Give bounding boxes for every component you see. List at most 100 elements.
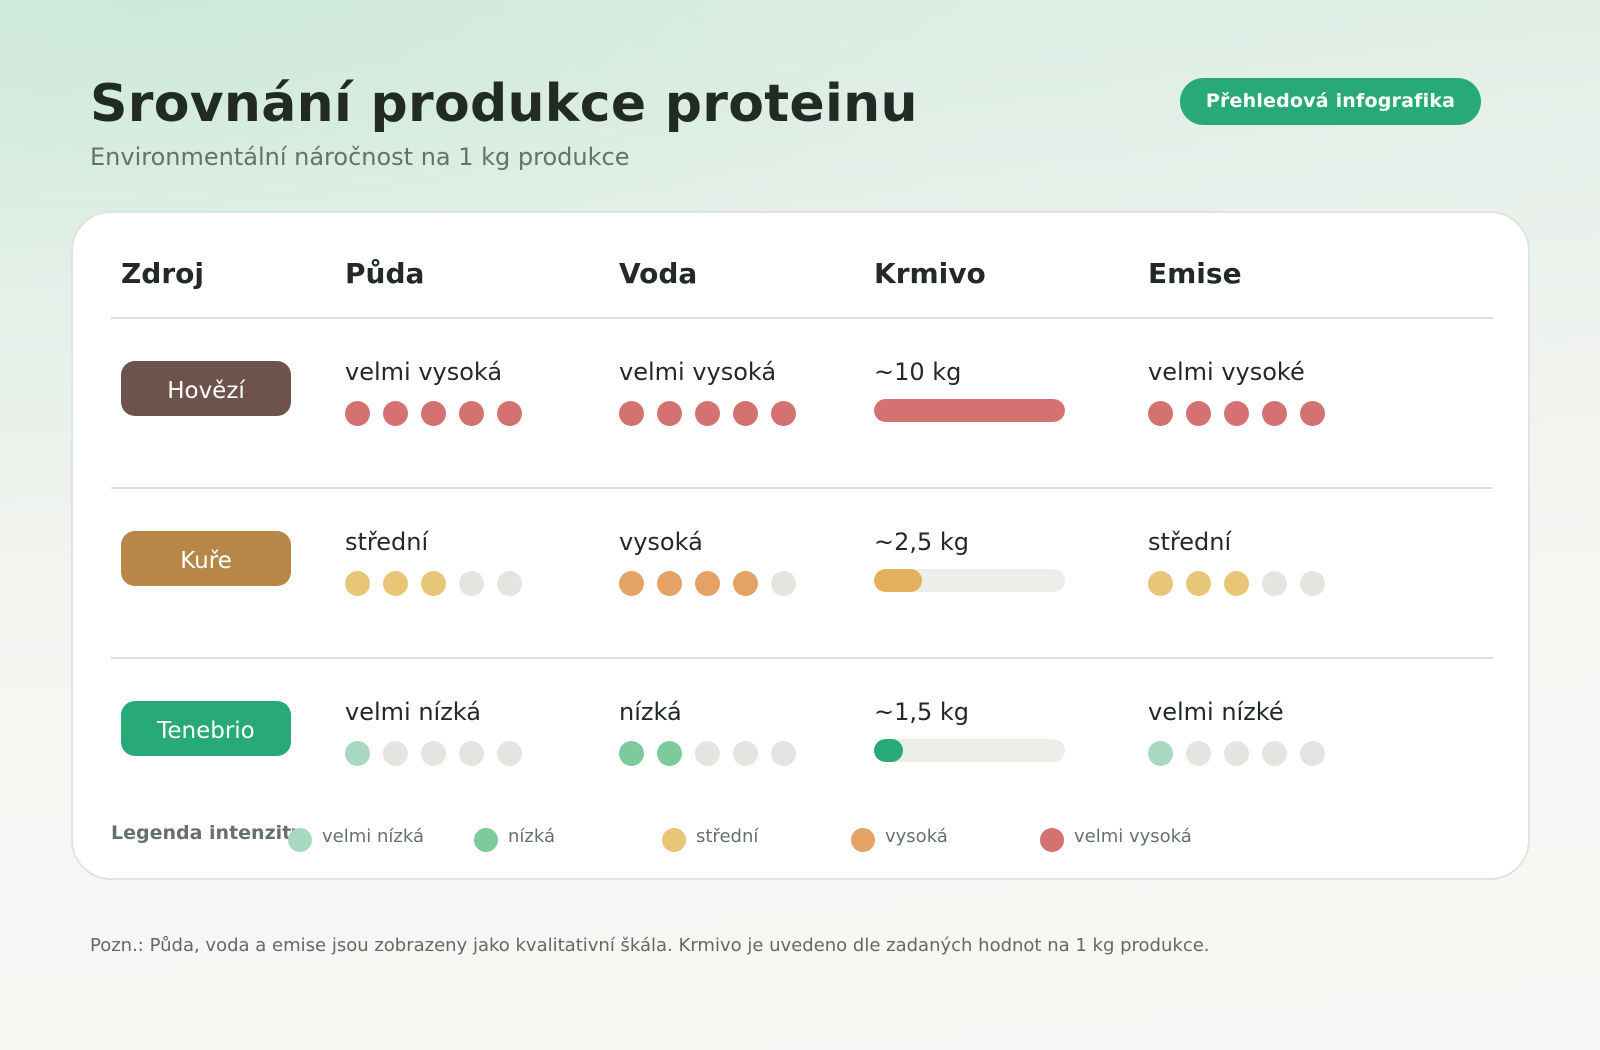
intensity-dot-icon: [619, 741, 644, 766]
feed-bar-track: [874, 399, 1065, 422]
intensity-dot-icon: [383, 571, 408, 596]
intensity-dot-icon: [733, 741, 758, 766]
intensity-dot-icon: [1262, 401, 1287, 426]
intensity-dot-icon: [497, 571, 522, 596]
water-cell: velmi vysoká: [619, 357, 796, 426]
legend-item-high: vysoká: [851, 820, 948, 852]
intensity-dot-icon: [657, 401, 682, 426]
intensity-dot-icon: [421, 741, 446, 766]
land-label: velmi nízká: [345, 698, 481, 726]
intensity-dot-icon: [771, 401, 796, 426]
feed-cell: ~1,5 kg: [874, 697, 1065, 762]
intensity-dot-icon: [695, 401, 720, 426]
intensity-dot-icon: [421, 571, 446, 596]
intensity-dot-icon: [497, 741, 522, 766]
intensity-dot-icon: [459, 401, 484, 426]
column-header-emissions: Emise: [1148, 257, 1242, 290]
feed-bar-track: [874, 569, 1065, 592]
circle-icon: [474, 828, 498, 852]
intensity-dot-icon: [695, 571, 720, 596]
comparison-table: Zdroj Půda Voda Krmivo Emise Hovězí velm…: [111, 213, 1493, 829]
infographic-badge: Přehledová infografika: [1180, 78, 1481, 125]
circle-icon: [851, 828, 875, 852]
intensity-dot-icon: [1186, 571, 1211, 596]
legend-item-low: nízká: [474, 820, 555, 852]
page-title: Srovnání produkce proteinu: [90, 74, 918, 134]
intensity-dot-icon: [345, 741, 370, 766]
column-header-source: Zdroj: [121, 257, 204, 290]
intensity-dot-icon: [1300, 571, 1325, 596]
intensity-dot-icon: [1300, 741, 1325, 766]
feed-bar-track: [874, 739, 1065, 762]
circle-icon: [288, 828, 312, 852]
intensity-dot-icon: [1148, 741, 1173, 766]
emissions-dots: [1148, 571, 1325, 596]
land-label: velmi vysoká: [345, 358, 503, 386]
table-row: Tenebrio velmi nízká nízká ~1,5 kg velmi…: [111, 659, 1493, 829]
table-header: Zdroj Půda Voda Krmivo Emise: [111, 213, 1493, 319]
intensity-dot-icon: [383, 401, 408, 426]
land-dots: [345, 741, 522, 766]
intensity-dot-icon: [1148, 571, 1173, 596]
legend-label: velmi vysoká: [1074, 825, 1192, 847]
intensity-dot-icon: [695, 741, 720, 766]
intensity-legend: Legenda intenzity velmi nízká nízká stře…: [111, 820, 1493, 852]
water-label: vysoká: [619, 528, 703, 556]
intensity-dot-icon: [345, 401, 370, 426]
emissions-label: velmi nízké: [1148, 698, 1284, 726]
intensity-dot-icon: [1148, 401, 1173, 426]
land-cell: velmi nízká: [345, 697, 522, 766]
water-dots: [619, 741, 796, 766]
intensity-dot-icon: [1224, 571, 1249, 596]
intensity-dot-icon: [1186, 401, 1211, 426]
source-pill-beef: Hovězí: [121, 361, 291, 416]
emissions-cell: velmi nízké: [1148, 697, 1325, 766]
emissions-dots: [1148, 741, 1325, 766]
water-dots: [619, 571, 796, 596]
page-header: Srovnání produkce proteinu Environmentál…: [90, 72, 1480, 172]
intensity-dot-icon: [733, 571, 758, 596]
column-header-water: Voda: [619, 257, 698, 290]
source-pill-chicken: Kuře: [121, 531, 291, 586]
legend-item-very-high: velmi vysoká: [1040, 820, 1192, 852]
feed-label: ~2,5 kg: [874, 528, 970, 556]
intensity-dot-icon: [1186, 741, 1211, 766]
legend-label: nízká: [508, 825, 555, 847]
intensity-dot-icon: [657, 571, 682, 596]
water-label: nízká: [619, 698, 682, 726]
intensity-dot-icon: [1224, 741, 1249, 766]
feed-bar-fill: [874, 739, 903, 762]
intensity-dot-icon: [657, 741, 682, 766]
feed-cell: ~2,5 kg: [874, 527, 1065, 592]
emissions-cell: střední: [1148, 527, 1325, 596]
page-subtitle: Environmentální náročnost na 1 kg produk…: [90, 143, 630, 171]
source-pill-mealworm: Tenebrio: [121, 701, 291, 756]
legend-item-very-low: velmi nízká: [288, 820, 424, 852]
water-cell: nízká: [619, 697, 796, 766]
emissions-cell: velmi vysoké: [1148, 357, 1325, 426]
water-dots: [619, 401, 796, 426]
circle-icon: [1040, 828, 1064, 852]
intensity-dot-icon: [771, 571, 796, 596]
footnote: Pozn.: Půda, voda a emise jsou zobrazeny…: [90, 935, 1210, 956]
intensity-dot-icon: [619, 571, 644, 596]
legend-item-medium: střední: [662, 820, 758, 852]
intensity-dot-icon: [1300, 401, 1325, 426]
legend-label: vysoká: [885, 825, 948, 847]
feed-label: ~10 kg: [874, 358, 962, 386]
emissions-label: střední: [1148, 528, 1232, 556]
feed-cell: ~10 kg: [874, 357, 1065, 422]
circle-icon: [662, 828, 686, 852]
land-dots: [345, 571, 522, 596]
land-label: střední: [345, 528, 429, 556]
intensity-dot-icon: [771, 741, 796, 766]
table-row: Hovězí velmi vysoká velmi vysoká ~10 kg …: [111, 319, 1493, 489]
feed-bar-fill: [874, 399, 1065, 422]
intensity-dot-icon: [459, 571, 484, 596]
table-row: Kuře střední vysoká ~2,5 kg střední: [111, 489, 1493, 659]
intensity-dot-icon: [383, 741, 408, 766]
intensity-dot-icon: [733, 401, 758, 426]
column-header-land: Půda: [345, 257, 425, 290]
intensity-dot-icon: [1262, 741, 1287, 766]
intensity-dot-icon: [459, 741, 484, 766]
